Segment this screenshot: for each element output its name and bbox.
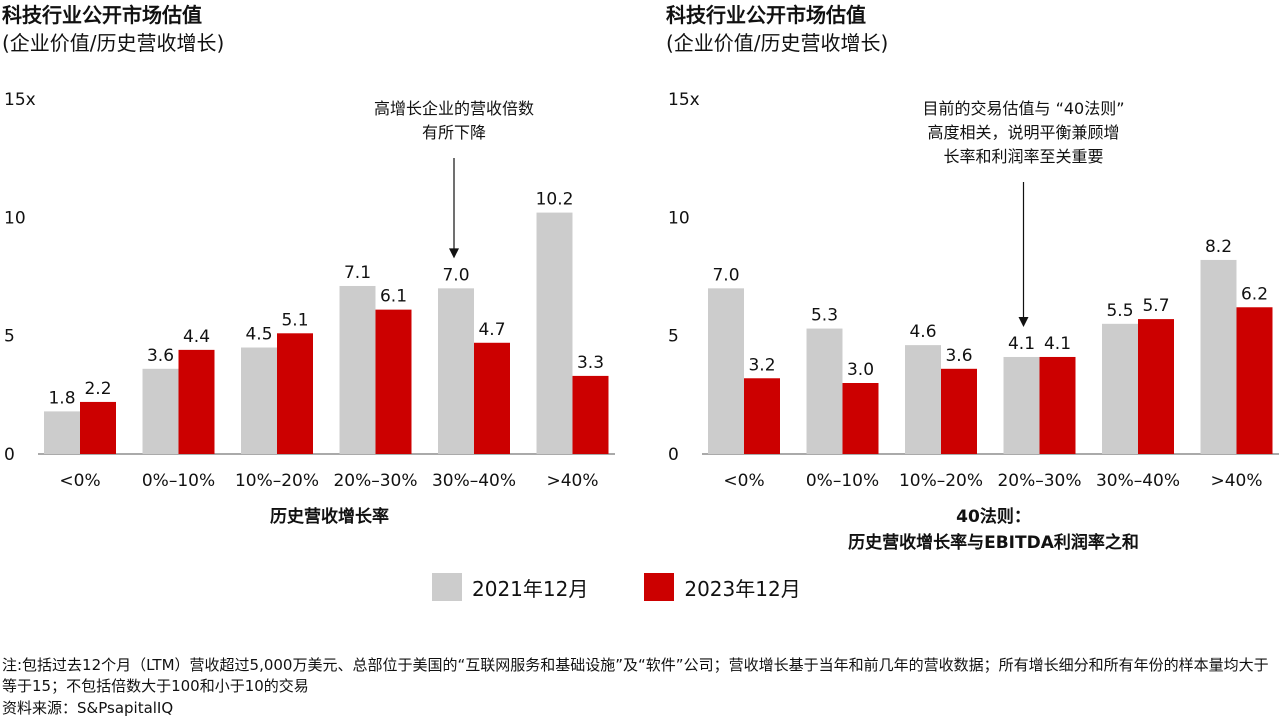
right-bar — [1138, 319, 1174, 454]
left-bar — [339, 285, 376, 454]
right-bar — [941, 368, 977, 454]
legend: 2021年12月 2023年12月 — [432, 572, 857, 602]
left-category-label: 0%–10% — [142, 471, 215, 491]
legend-label-2021: 2021年12月 — [472, 576, 589, 601]
right-ytick-label: 10 — [668, 208, 690, 228]
right-bar — [1003, 356, 1040, 454]
right-data-label: 5.3 — [811, 306, 838, 326]
right-bar — [905, 345, 941, 454]
right-bar — [1200, 259, 1237, 454]
left-annotation-text: 有所下降 — [422, 123, 486, 142]
chart-title-right: 科技行业公开市场估值 — [666, 3, 866, 27]
right-xaxis-label: 历史营收增长率与EBITDA利润率之和 — [848, 532, 1139, 553]
left-bar — [438, 288, 474, 454]
left-bar — [80, 401, 116, 454]
right-xaxis-label: 40法则： — [956, 506, 1031, 527]
bar-chart-right: 0 5 10 15x 7.0 3.2 <0% 5.3 3.0 0%–10% 4.6 3.6 10%–20… — [668, 90, 1279, 553]
right-data-label: 4.6 — [909, 322, 936, 342]
left-bar — [142, 368, 179, 454]
left-data-label: 2.2 — [84, 379, 111, 399]
left-ytick-label: 10 — [4, 208, 26, 228]
left-ytick-label: 0 — [4, 445, 15, 465]
chart-subtitle-left: (企业价值/历史营收增长) — [2, 31, 225, 55]
right-data-label: 4.1 — [1008, 334, 1035, 354]
left-bar — [44, 411, 80, 454]
left-xaxis-label: 历史营收增长率 — [270, 506, 389, 527]
right-ytick-label: 0 — [668, 445, 679, 465]
right-data-label: 8.2 — [1205, 237, 1232, 257]
left-data-label: 5.1 — [281, 310, 308, 330]
right-data-label: 5.5 — [1106, 301, 1133, 321]
right-annotation-text: 长率和利润率至关重要 — [943, 147, 1103, 166]
right-annotation-arrowhead — [1018, 316, 1029, 327]
left-data-label: 1.8 — [48, 388, 75, 408]
left-bar — [572, 375, 609, 454]
right-category-label: >40% — [1210, 471, 1262, 491]
left-data-label: 7.0 — [442, 265, 469, 285]
left-data-label: 3.6 — [147, 346, 174, 366]
legend-item-2021: 2021年12月 — [432, 573, 588, 602]
right-data-label: 3.0 — [847, 360, 874, 380]
right-bar — [744, 378, 780, 454]
chart-subtitle-right: (企业价值/历史营收增长) — [666, 31, 889, 55]
left-data-label: 7.1 — [344, 263, 371, 283]
source-note: 资料来源：S&PsapitalIQ — [2, 699, 174, 717]
right-bar — [1102, 323, 1138, 454]
chart-title-left: 科技行业公开市场估值 — [2, 3, 202, 27]
legend-label-2023: 2023年12月 — [684, 576, 801, 601]
left-category-label: <0% — [59, 471, 100, 491]
right-category-label: 10%–20% — [899, 471, 983, 491]
right-data-label: 3.2 — [748, 355, 775, 375]
right-category-label: <0% — [723, 471, 764, 491]
right-bar — [842, 383, 879, 454]
left-bar — [375, 309, 412, 454]
left-data-label: 3.3 — [577, 353, 604, 373]
left-data-label: 4.7 — [478, 320, 505, 340]
footnote: 注:包括过去12个月（LTM）营收超过5,000万美元、总部位于美国的“互联网服… — [2, 656, 1269, 695]
right-data-label: 3.6 — [945, 346, 972, 366]
left-category-label: 30%–40% — [432, 471, 516, 491]
left-data-label: 4.5 — [245, 325, 272, 345]
left-annotation-text: 高增长企业的营收倍数 — [374, 99, 534, 118]
left-ytick-label: 15x — [4, 90, 36, 110]
legend-item-2023: 2023年12月 — [644, 573, 801, 602]
legend-swatch-2021 — [432, 573, 462, 601]
bar-chart-left: 0 5 10 15x 1.8 2.2 <0% 3.6 4.4 0%–10% 4.5 5.1 10%–20… — [4, 90, 615, 527]
left-bar — [241, 347, 277, 454]
right-data-label: 4.1 — [1044, 334, 1071, 354]
left-category-label: 10%–20% — [235, 471, 319, 491]
right-ytick-label: 15x — [668, 90, 700, 110]
left-ytick-label: 5 — [4, 327, 15, 347]
right-data-label: 5.7 — [1142, 296, 1169, 316]
right-data-label: 7.0 — [712, 265, 739, 285]
left-bar — [277, 333, 313, 454]
right-bar — [806, 328, 843, 454]
left-bar — [474, 342, 510, 454]
right-bar — [1236, 307, 1273, 454]
left-bar — [536, 212, 573, 454]
right-bar — [708, 288, 744, 454]
left-category-label: >40% — [546, 471, 598, 491]
right-data-label: 6.2 — [1241, 284, 1268, 304]
right-category-label: 0%–10% — [806, 471, 879, 491]
right-category-label: 30%–40% — [1096, 471, 1180, 491]
left-category-label: 20%–30% — [333, 471, 417, 491]
right-category-label: 20%–30% — [997, 471, 1081, 491]
left-annotation-arrowhead — [449, 248, 459, 259]
left-data-label: 10.2 — [536, 190, 574, 210]
right-annotation-text: 目前的交易估值与 “40法则” — [922, 99, 1124, 118]
right-annotation-text: 高度相关，说明平衡兼顾增 — [927, 123, 1119, 142]
right-ytick-label: 5 — [668, 327, 679, 347]
left-data-label: 6.1 — [380, 287, 407, 307]
left-data-label: 4.4 — [183, 327, 210, 347]
legend-swatch-2023 — [644, 573, 675, 601]
right-bar — [1039, 356, 1076, 454]
left-bar — [178, 349, 215, 454]
